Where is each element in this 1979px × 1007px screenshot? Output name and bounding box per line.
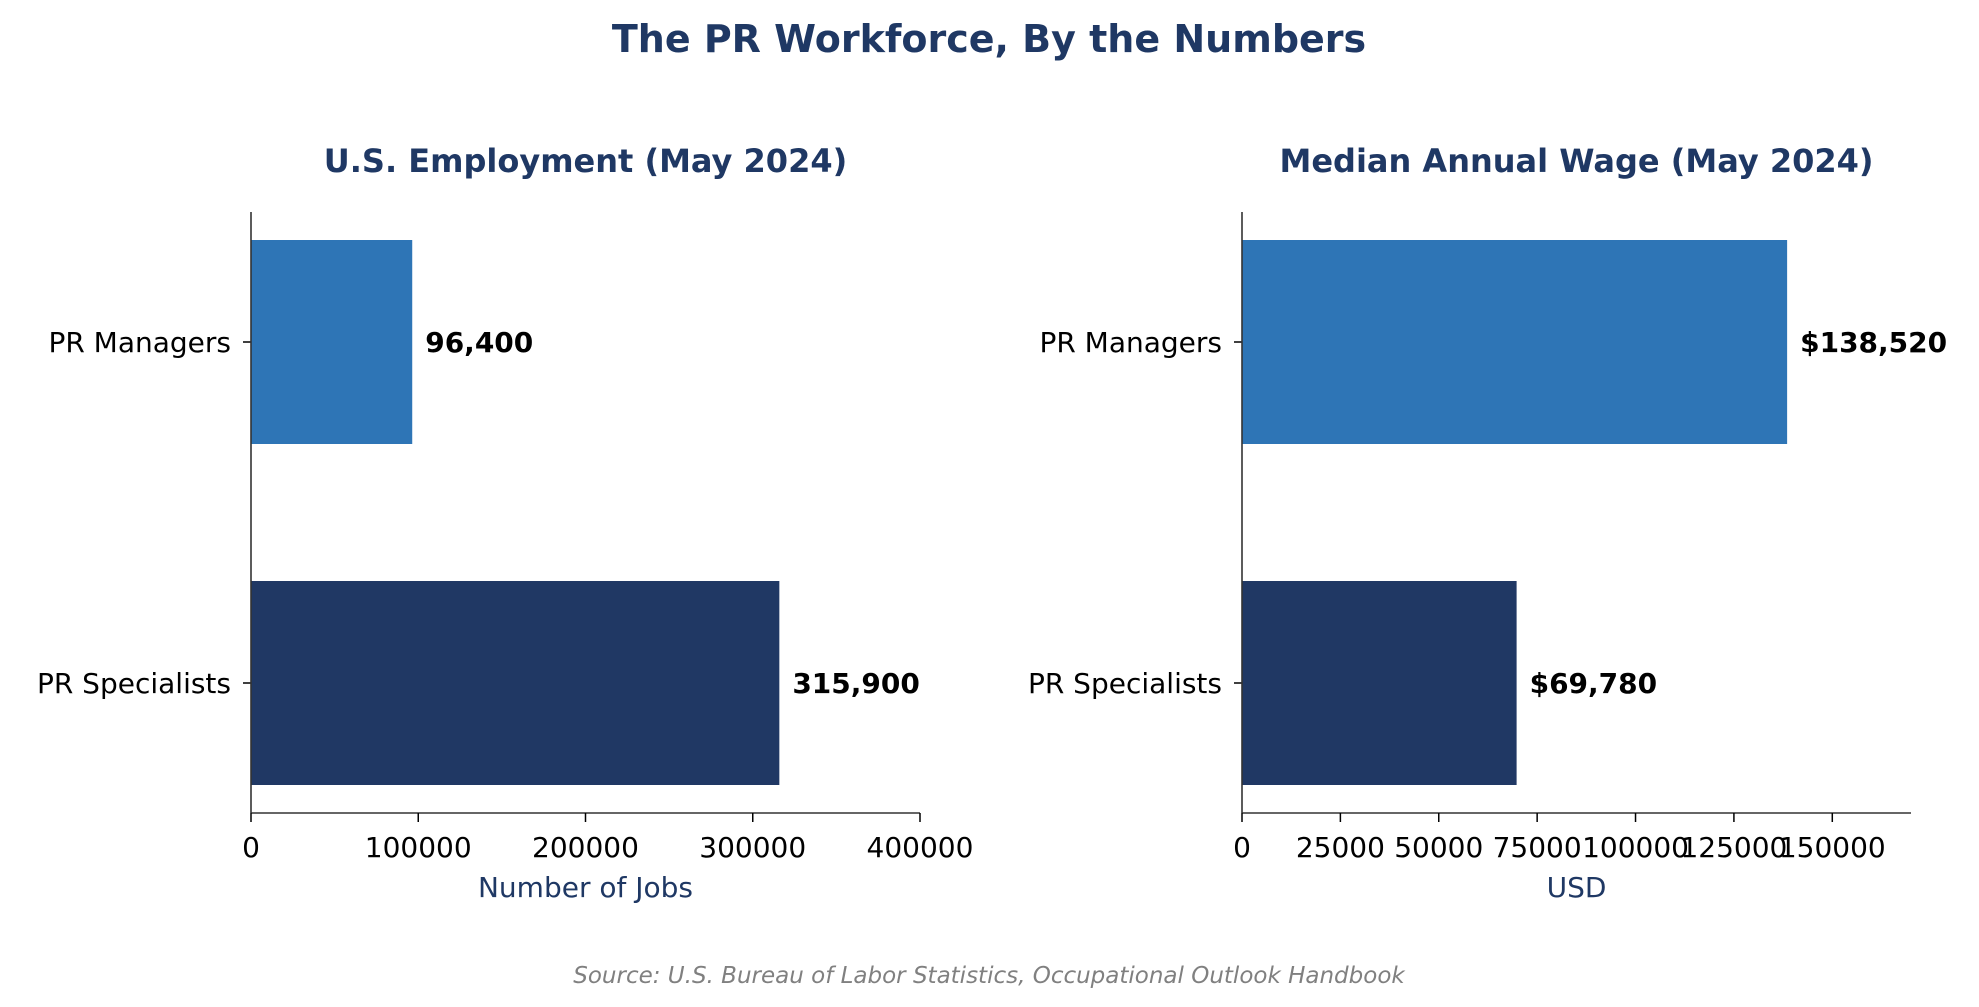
subplot-title: Median Annual Wage (May 2024) [1279, 142, 1873, 180]
category-label: PR Specialists [37, 667, 231, 700]
bar-pr-managers [251, 240, 413, 444]
x-tick-label: 25000 [1296, 831, 1385, 864]
bar-pr-specialists [1242, 581, 1517, 785]
data-label: 96,400 [425, 326, 533, 359]
x-tick-label: 100000 [1582, 831, 1689, 864]
x-tick-label: 100000 [365, 831, 472, 864]
bar-pr-managers [1242, 240, 1788, 444]
category-label: PR Specialists [1028, 667, 1222, 700]
subplot-title: U.S. Employment (May 2024) [324, 142, 847, 180]
x-axis-label: USD [1547, 871, 1607, 904]
figure-title: The PR Workforce, By the Numbers [612, 17, 1366, 61]
data-label: 315,900 [792, 667, 920, 700]
x-tick-label: 400000 [867, 831, 974, 864]
x-tick-label: 75000 [1493, 831, 1582, 864]
bar-pr-specialists [251, 581, 780, 785]
wage-chart: Median Annual Wage (May 2024) $138,520 PR … [1028, 142, 1947, 904]
x-axis-label: Number of Jobs [478, 871, 693, 904]
employment-chart: U.S. Employment (May 2024) 96,400 PR Manag… [37, 142, 974, 904]
category-label: PR Managers [48, 326, 231, 359]
x-tick-label: 0 [242, 831, 260, 864]
x-tick-label: 0 [1233, 831, 1251, 864]
data-label: $138,520 [1800, 326, 1947, 359]
x-tick-label: 125000 [1680, 831, 1787, 864]
x-tick-label: 50000 [1394, 831, 1483, 864]
data-label: $69,780 [1530, 667, 1658, 700]
source-note: Source: U.S. Bureau of Labor Statistics,… [573, 963, 1406, 989]
x-tick-label: 150000 [1779, 831, 1886, 864]
category-label: PR Managers [1039, 326, 1222, 359]
x-tick-label: 300000 [699, 831, 806, 864]
x-tick-label: 200000 [532, 831, 639, 864]
